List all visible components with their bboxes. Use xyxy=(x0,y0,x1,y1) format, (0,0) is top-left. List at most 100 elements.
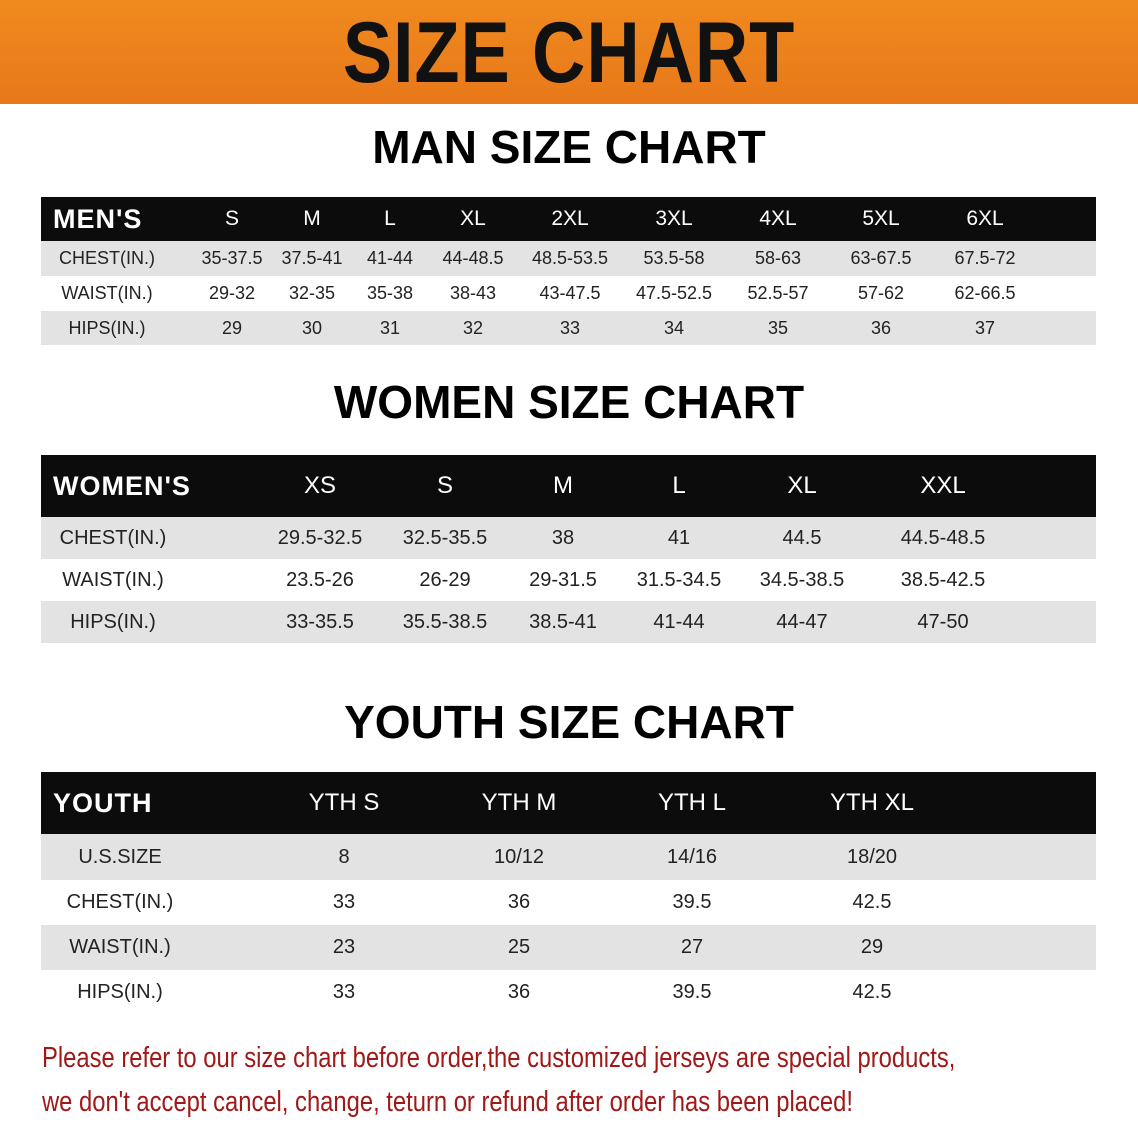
size-column-header: M xyxy=(553,472,573,499)
measurement-label: CHEST(IN.) xyxy=(59,248,155,268)
measurement-value: 29 xyxy=(860,936,884,958)
measurement-value: 44.5-48.5 xyxy=(900,526,986,549)
size-column-header: S xyxy=(224,207,240,230)
measurement-value: 35 xyxy=(767,317,789,338)
size-column-header: 6XL xyxy=(966,207,1004,230)
table-row: U.S.SIZE 8 10/12 14/16 18/20 xyxy=(41,834,1096,880)
measurement-value: 31 xyxy=(379,317,401,338)
measurement-value: 29 xyxy=(221,317,243,338)
size-column-header: S xyxy=(436,472,454,499)
measurement-value: 42.5 xyxy=(852,891,892,913)
measurement-value: 52.5-57 xyxy=(747,283,809,303)
measurement-value: 39.5 xyxy=(672,981,712,1003)
size-column-header: 5XL xyxy=(862,207,900,230)
measurement-value: 58-63 xyxy=(754,248,802,268)
size-column-header: L xyxy=(384,207,396,230)
measurement-label: CHEST(IN.) xyxy=(59,526,167,549)
banner: SIZE CHART xyxy=(0,0,1138,104)
measurement-label: CHEST(IN.) xyxy=(66,891,174,913)
table-label: MEN'S xyxy=(53,203,143,234)
measurement-value: 32 xyxy=(462,317,484,338)
measurement-value: 37.5-41 xyxy=(281,248,343,268)
measurement-value: 33 xyxy=(332,891,356,913)
women-header-row: WOMEN'S XS S M L XL XXL xyxy=(41,455,1096,517)
table-row: HIPS(IN.) 33 36 39.5 42.5 xyxy=(41,970,1096,1015)
size-column-header: YTH S xyxy=(308,789,380,816)
measurement-value: 31.5-34.5 xyxy=(636,568,722,591)
table-row: HIPS(IN.) 29 30 31 32 33 34 35 36 37 xyxy=(41,311,1096,345)
men-section-title: MAN SIZE CHART xyxy=(372,121,766,173)
measurement-label: U.S.SIZE xyxy=(78,845,162,868)
measurement-label: WAIST(IN.) xyxy=(61,283,153,303)
measurement-value: 41-44 xyxy=(366,248,414,268)
table-label: WOMEN'S xyxy=(53,470,191,501)
measurement-label: HIPS(IN.) xyxy=(77,981,163,1003)
notice-line-2: we don't accept cancel, change, teturn o… xyxy=(42,1086,853,1118)
measurement-value: 48.5-53.5 xyxy=(531,248,609,268)
measurement-value: 18/20 xyxy=(846,845,898,868)
measurement-value: 67.5-72 xyxy=(954,248,1016,268)
measurement-value: 29-31.5 xyxy=(529,568,597,591)
youth-section-title: YOUTH SIZE CHART xyxy=(344,696,794,748)
table-row: WAIST(IN.) 29-32 32-35 35-38 38-43 43-47.5 47.… xyxy=(41,276,1096,311)
measurement-value: 44-47 xyxy=(776,610,828,633)
measurement-value: 41-44 xyxy=(653,610,705,633)
size-column-header: YTH L xyxy=(657,789,727,816)
measurement-value: 37 xyxy=(974,317,996,338)
women-size-table: WOMEN'S XS S M L XL XXL CHEST(IN.) 29.5-32.5 32.5… xyxy=(41,455,1096,643)
table-row: HIPS(IN.) 33-35.5 35.5-38.5 38.5-41 41-44 44-… xyxy=(41,601,1096,643)
measurement-value: 32.5-35.5 xyxy=(402,526,488,549)
size-column-header: YTH XL xyxy=(829,789,915,816)
size-column-header: L xyxy=(672,472,686,499)
table-label: YOUTH xyxy=(53,787,153,818)
women-section-title: WOMEN SIZE CHART xyxy=(333,376,805,428)
measurement-value: 47.5-52.5 xyxy=(635,283,713,303)
measurement-value: 38.5-41 xyxy=(529,610,597,633)
size-column-header: YTH M xyxy=(481,789,557,816)
size-column-header: 4XL xyxy=(759,207,797,230)
table-row: CHEST(IN.) 33 36 39.5 42.5 xyxy=(41,880,1096,925)
men-size-table: MEN'S S M L XL 2XL 3XL 4XL 5XL 6XL CHEST(IN.) 35-37… xyxy=(41,197,1096,345)
measurement-value: 10/12 xyxy=(493,845,545,868)
banner-title: SIZE CHART xyxy=(342,5,796,101)
measurement-value: 14/16 xyxy=(666,845,718,868)
youth-header-row: YOUTH YTH S YTH M YTH L YTH XL xyxy=(41,772,1096,834)
measurement-value: 25 xyxy=(507,936,531,958)
measurement-value: 53.5-58 xyxy=(643,248,705,268)
measurement-value: 38 xyxy=(551,526,575,549)
measurement-value: 41 xyxy=(667,526,691,549)
size-column-header: XS xyxy=(303,472,337,499)
youth-size-table: YOUTH YTH S YTH M YTH L YTH XL U.S.SIZE 8 10/12… xyxy=(41,772,1096,1015)
measurement-value: 35.5-38.5 xyxy=(402,610,488,633)
measurement-value: 34 xyxy=(663,317,685,338)
size-column-header: XL xyxy=(787,472,817,499)
measurement-value: 8 xyxy=(338,845,350,868)
measurement-value: 63-67.5 xyxy=(850,248,912,268)
table-row: WAIST(IN.) 23 25 27 29 xyxy=(41,925,1096,970)
table-row: CHEST(IN.) 29.5-32.5 32.5-35.5 38 41 44.5 44.5… xyxy=(41,517,1096,559)
measurement-value: 36 xyxy=(507,891,531,913)
measurement-value: 34.5-38.5 xyxy=(759,568,845,591)
measurement-label: HIPS(IN.) xyxy=(70,610,156,633)
size-column-header: XXL xyxy=(920,472,966,499)
measurement-value: 29-32 xyxy=(208,283,256,303)
measurement-value: 62-66.5 xyxy=(954,283,1016,303)
size-column-header: M xyxy=(303,207,321,230)
measurement-value: 47-50 xyxy=(917,610,969,633)
measurement-value: 30 xyxy=(301,317,323,338)
measurement-value: 36 xyxy=(870,317,892,338)
notice-line-1: Please refer to our size chart before or… xyxy=(42,1042,956,1074)
measurement-value: 33 xyxy=(332,981,356,1003)
measurement-value: 35-38 xyxy=(366,283,414,303)
measurement-value: 39.5 xyxy=(672,891,712,913)
size-column-header: 3XL xyxy=(655,207,693,230)
measurement-value: 42.5 xyxy=(852,981,892,1003)
measurement-value: 33 xyxy=(559,317,581,338)
measurement-value: 35-37.5 xyxy=(201,248,263,268)
table-row: WAIST(IN.) 23.5-26 26-29 29-31.5 31.5-34.5 34… xyxy=(41,559,1096,601)
measurement-label: HIPS(IN.) xyxy=(68,317,146,338)
measurement-value: 44.5 xyxy=(782,526,822,549)
measurement-value: 57-62 xyxy=(857,283,905,303)
measurement-value: 23 xyxy=(332,936,356,958)
measurement-value: 43-47.5 xyxy=(539,283,601,303)
